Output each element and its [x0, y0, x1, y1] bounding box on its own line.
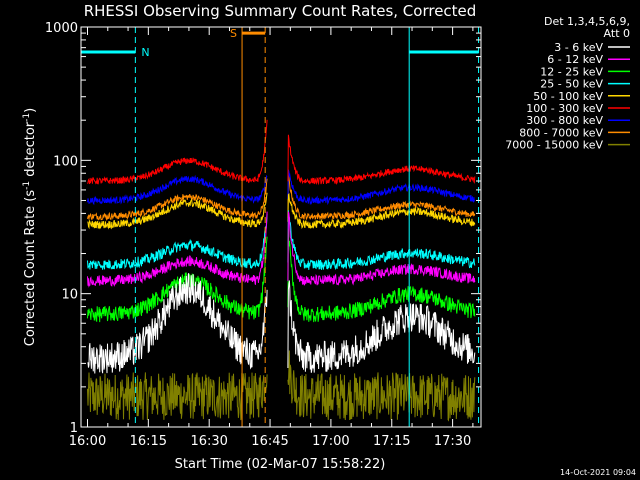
annotation-layer: NS: [80, 27, 480, 427]
series-line: [87, 350, 476, 422]
y-axis-label: Corrected Count Rate (s-1 detector-1): [22, 108, 38, 346]
data-layer: [87, 119, 476, 422]
x-tick-label: 16:15: [130, 434, 167, 449]
legend-label: 6 - 12 keV: [547, 53, 603, 66]
legend-label: 100 - 300 keV: [526, 102, 603, 115]
x-tick-label: 17:30: [434, 434, 471, 449]
legend-label: 25 - 50 keV: [540, 78, 603, 91]
legend-label: 12 - 25 keV: [540, 65, 603, 78]
series-line: [87, 192, 476, 230]
x-tick-label: 17:00: [312, 434, 349, 449]
legend-label: 300 - 800 keV: [526, 114, 603, 127]
series-line: [87, 211, 476, 288]
plot-frame: [80, 26, 482, 428]
y-tick-label: 1: [70, 421, 78, 436]
y-tick-label: 10: [61, 288, 78, 303]
tick-layer: 16:00 16:15 16:30 16:45 17:00 17:15 17:30 1 10 10…: [45, 21, 481, 449]
x-tick-label: 17:15: [373, 434, 410, 449]
legend-label: 50 - 100 keV: [533, 90, 603, 103]
series-line: [87, 173, 476, 222]
night-label: N: [141, 46, 149, 59]
x-tick-label: 16:45: [251, 434, 288, 449]
series-line: [87, 169, 476, 206]
x-tick-label: 16:30: [190, 434, 227, 449]
legend-header: Det 1,3,4,5,6,9,: [544, 15, 630, 28]
legend-label: 7000 - 15000 keV: [505, 139, 603, 152]
legend-header: Att 0: [604, 27, 630, 40]
chart-title: RHESSI Observing Summary Count Rates, Co…: [84, 2, 477, 20]
y-tick-label: 1000: [45, 21, 78, 36]
legend-label: 3 - 6 keV: [554, 41, 603, 54]
y-tick-label: 100: [53, 154, 78, 169]
series-line: [87, 273, 476, 374]
series-line: [87, 210, 476, 271]
footer-timestamp: 14-Oct-2021 09:04: [560, 468, 636, 477]
x-tick-label: 16:00: [69, 434, 106, 449]
x-axis-label: Start Time (02-Mar-07 15:58:22): [175, 457, 386, 472]
saa-label: S: [230, 27, 237, 40]
legend-label: 800 - 7000 keV: [519, 126, 603, 139]
series-line: [87, 119, 476, 186]
series-line: [87, 229, 476, 323]
